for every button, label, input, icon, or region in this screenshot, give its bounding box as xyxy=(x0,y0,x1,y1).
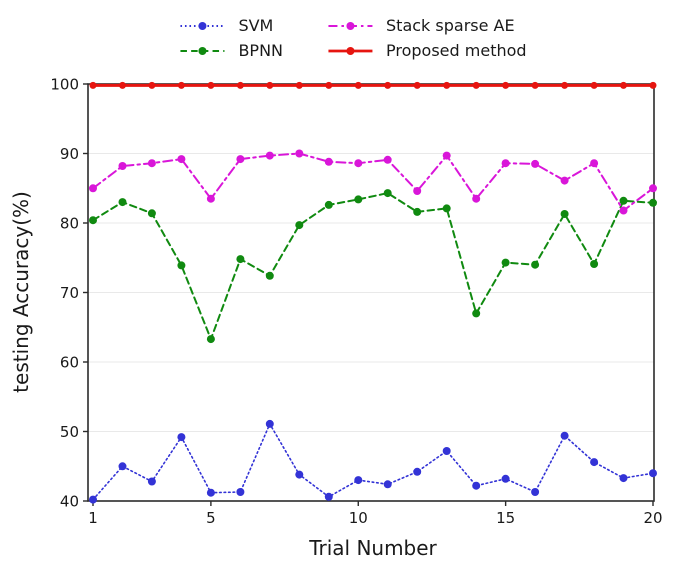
legend-swatch-proposed-method-icon xyxy=(328,47,373,55)
legend-label-bpnn: BPNN xyxy=(238,41,284,60)
y-tick-label: 90 xyxy=(60,145,79,163)
gridlines xyxy=(88,83,654,433)
y-tick-label: 40 xyxy=(60,492,79,510)
chart-legend: SVM BPNN Stack sparse AE Proposed method xyxy=(179,15,527,62)
series-bpnn xyxy=(89,189,657,344)
legend-label-proposed-method: Proposed method xyxy=(386,41,527,60)
legend-item-stack-sparse-ae: Stack sparse AE xyxy=(327,15,527,37)
legend-item-proposed-method: Proposed method xyxy=(327,40,527,62)
y-tick-label: 50 xyxy=(60,423,79,441)
x-tick-label: 15 xyxy=(496,509,515,527)
series-stack-sparse-ae xyxy=(89,149,657,215)
legend-item-svm: SVM xyxy=(179,15,283,37)
x-tick-label: 5 xyxy=(206,509,216,527)
x-tick-label: 10 xyxy=(349,509,368,527)
legend-swatch-bpnn-icon xyxy=(180,47,225,55)
x-axis-title: Trial Number xyxy=(309,536,437,560)
y-tick-label: 60 xyxy=(60,353,79,371)
series-svm xyxy=(89,419,657,504)
y-tick-label: 80 xyxy=(60,214,79,232)
legend-swatch-stack-sparse-ae-icon xyxy=(328,22,373,30)
y-tick-label: 100 xyxy=(50,75,79,93)
legend-label-svm: SVM xyxy=(238,16,274,35)
y-tick-label: 70 xyxy=(60,284,79,302)
x-tick-label: 20 xyxy=(643,509,662,527)
legend-item-bpnn: BPNN xyxy=(179,40,283,62)
x-tick-label: 1 xyxy=(88,509,98,527)
legend-swatch-svm-icon xyxy=(180,22,225,30)
series-proposed-method xyxy=(89,81,657,89)
legend-label-stack-sparse-ae: Stack sparse AE xyxy=(386,16,515,35)
